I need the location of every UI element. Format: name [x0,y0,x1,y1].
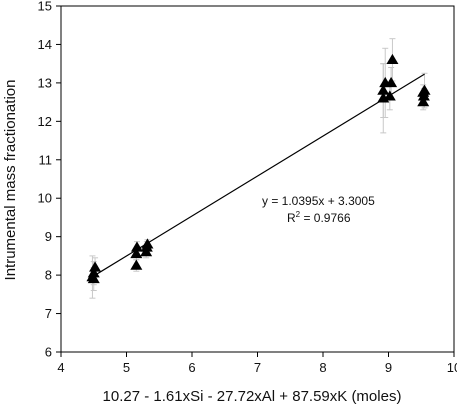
data-point [130,241,143,252]
r-squared-label: R2 = 0.9766 [287,210,351,225]
data-point [87,267,100,278]
data-point [417,96,430,107]
y-tick-label: 9 [45,229,52,244]
data-point [418,84,431,95]
x-tick-label: 4 [57,360,64,375]
plot-frame [60,5,455,353]
x-tick-label: 9 [385,360,392,375]
data-point [385,76,398,88]
y-tick-label: 10 [38,191,52,206]
y-tick-label: 14 [38,37,52,52]
y-tick-label: 11 [39,152,53,167]
data-point [141,238,154,249]
data-point [377,84,390,95]
data-markers [86,53,431,284]
x-tick-label: 6 [188,360,195,375]
y-tick-label: 13 [38,75,52,90]
y-tick-label: 6 [45,345,52,360]
data-point [130,247,143,259]
data-point [87,272,100,284]
data-point [89,261,102,272]
x-tick-label: 8 [319,360,326,375]
data-point [130,259,143,270]
y-axis-title: Intrumental mass fractionation [2,80,19,281]
axis-ticks: 4 5 6 7 8 9 10 6 7 8 9 10 11 12 13 14 15 [38,0,457,375]
y-tick-label: 7 [45,306,52,321]
x-tick-label: 5 [123,360,130,375]
regression-equation: y = 1.0395x + 3.3005 [262,194,375,208]
data-point [386,53,399,65]
x-tick-label: 7 [254,360,261,375]
y-tick-label: 12 [38,114,52,129]
x-axis-title: 10.27 - 1.61xSi - 27.72xAl + 87.59xK (mo… [103,388,402,405]
y-tick-label: 15 [38,0,52,14]
data-point [383,90,396,101]
x-tick-label: 10 [447,360,457,375]
y-tick-label: 8 [45,268,52,283]
error-bars [89,38,428,299]
